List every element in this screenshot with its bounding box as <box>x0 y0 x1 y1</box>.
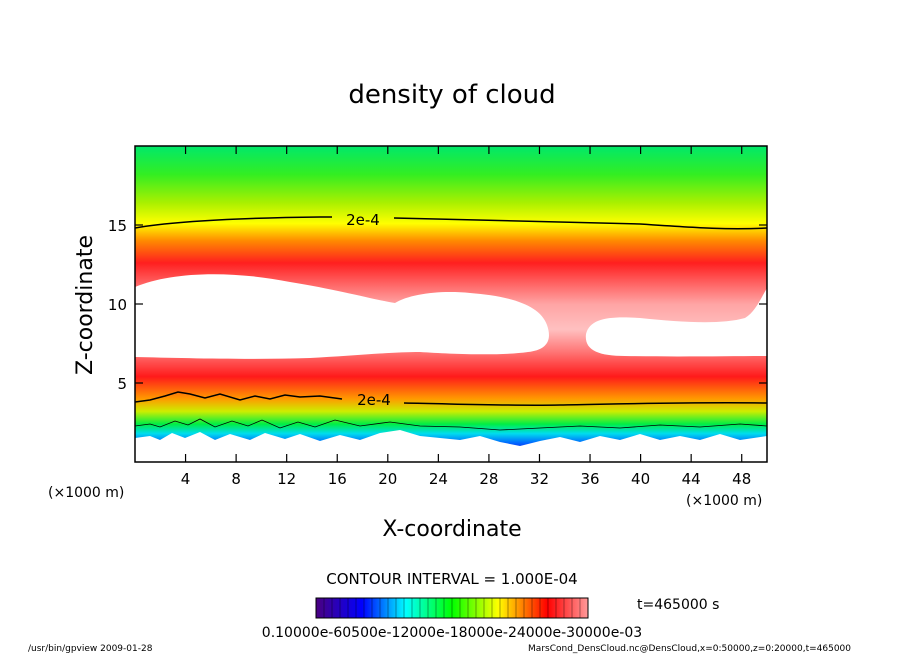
contour-label-upper: 2e-4 <box>346 211 380 229</box>
x-tick-label: 8 <box>231 470 241 488</box>
white-region-right <box>585 288 767 357</box>
x-tick-label: 36 <box>580 470 599 488</box>
chart-title: density of cloud <box>348 80 555 110</box>
x-tick-label: 12 <box>277 470 296 488</box>
x-axis-label: X-coordinate <box>382 517 521 542</box>
x-unit-left: (×1000 m) <box>48 485 124 501</box>
y-axis-label: Z-coordinate <box>73 235 98 375</box>
x-tick-label: 4 <box>181 470 191 488</box>
y-tick-label: 10 <box>108 296 127 314</box>
x-tick-label: 20 <box>378 470 397 488</box>
rough-bottom <box>135 430 767 462</box>
contour-wiggly <box>135 418 767 431</box>
x-axis-ticks: 4 8 12 16 20 24 28 32 36 40 44 48 <box>181 146 751 488</box>
x-tick-label: 40 <box>631 470 650 488</box>
plot-area <box>135 146 767 462</box>
contour-label-lower: 2e-4 <box>357 391 391 409</box>
contour-interval: CONTOUR INTERVAL = 1.000E-04 <box>326 570 577 588</box>
y-tick-label: 5 <box>117 375 127 393</box>
x-tick-label: 16 <box>328 470 347 488</box>
y-tick-label: 15 <box>108 217 127 235</box>
x-tick-label: 32 <box>530 470 549 488</box>
footer-right: MarsCond_DensCloud.nc@DensCloud,x=0:5000… <box>528 644 851 654</box>
colorbar-stripes <box>323 598 581 618</box>
x-tick-label: 24 <box>429 470 448 488</box>
y-axis-ticks: 5 10 15 <box>108 217 767 393</box>
colorbar-labels: 0.10000e-60500e-12000e-18000e-24000e-300… <box>262 625 642 641</box>
x-tick-label: 44 <box>682 470 701 488</box>
footer-left: /usr/bin/gpview 2009-01-28 <box>28 644 153 654</box>
white-region <box>135 274 549 359</box>
contour-lower <box>135 391 767 407</box>
contour-upper <box>135 216 767 230</box>
time-label: t=465000 s <box>637 597 719 613</box>
x-tick-label: 28 <box>479 470 498 488</box>
x-unit-right: (×1000 m) <box>686 493 762 509</box>
x-tick-label: 48 <box>732 470 751 488</box>
